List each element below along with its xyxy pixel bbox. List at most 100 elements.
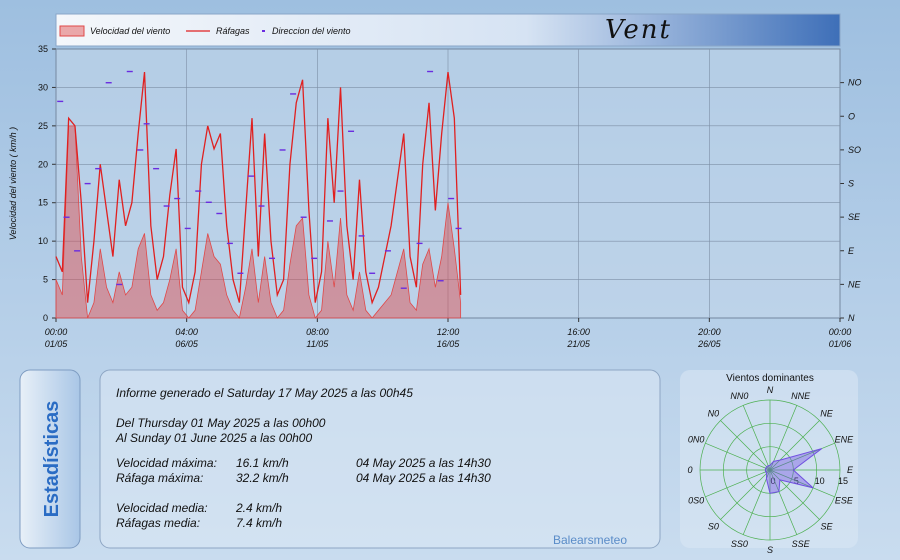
marker bbox=[369, 272, 376, 274]
radar-spoke bbox=[705, 442, 771, 471]
marker bbox=[416, 242, 423, 245]
legend-label: Ráfagas bbox=[216, 26, 250, 36]
radar-category: SE bbox=[821, 522, 834, 532]
y2-tick-label: SE bbox=[848, 212, 861, 222]
marker bbox=[143, 123, 150, 125]
marker bbox=[279, 149, 286, 151]
marker bbox=[84, 182, 91, 185]
x-tick-date: 06/05 bbox=[175, 339, 199, 349]
stats-tab-label: Estadísticas bbox=[41, 401, 63, 518]
y-tick-label: 25 bbox=[38, 121, 48, 131]
marker bbox=[237, 272, 244, 274]
x-tick-label: 04:00 bbox=[175, 327, 198, 337]
radar-spoke bbox=[720, 469, 771, 520]
legend-swatch bbox=[262, 30, 265, 32]
y2-tick-label: S bbox=[848, 179, 854, 189]
radar-category: E bbox=[847, 465, 854, 475]
credit: Balearsmeteo bbox=[553, 533, 627, 547]
radar-category: ESE bbox=[835, 496, 854, 506]
marker bbox=[137, 149, 144, 151]
x-tick-label: 08:00 bbox=[306, 327, 329, 337]
radar-spoke bbox=[742, 469, 771, 535]
y2-tick-label: NO bbox=[848, 78, 862, 88]
radar-area bbox=[764, 448, 823, 494]
radar-spoke bbox=[742, 405, 771, 471]
x-tick-label: 20:00 bbox=[697, 327, 721, 337]
x-tick-date: 26/05 bbox=[697, 339, 722, 349]
radar-category: 0S0 bbox=[688, 496, 704, 506]
y2-tick-label: SO bbox=[848, 145, 861, 155]
report: Informe generado el Saturday 17 May 2025… bbox=[115, 386, 491, 530]
marker bbox=[95, 167, 102, 170]
legend-label: Direccion del viento bbox=[272, 26, 351, 36]
marker bbox=[258, 205, 265, 207]
marker bbox=[205, 201, 212, 203]
y-tick-label: 30 bbox=[38, 82, 48, 92]
radar-title: Vientos dominantes bbox=[726, 373, 814, 384]
report-to: Al Sunday 01 June 2025 a las 00h00 bbox=[115, 431, 312, 445]
radar-category: NN0 bbox=[730, 391, 748, 401]
marker bbox=[247, 175, 254, 177]
report-generated: Informe generado el Saturday 17 May 2025… bbox=[116, 386, 413, 400]
y-tick-label: 0 bbox=[43, 313, 48, 323]
radar-tick-label: 0 bbox=[770, 476, 775, 486]
y-tick-label: 10 bbox=[38, 236, 48, 246]
marker bbox=[455, 227, 462, 230]
radar-spoke bbox=[720, 420, 771, 471]
radar-category: NNE bbox=[791, 391, 811, 401]
y2-tick-label: NE bbox=[848, 279, 861, 289]
radar-category: SS0 bbox=[731, 539, 748, 549]
marker bbox=[400, 287, 407, 289]
marker bbox=[300, 216, 307, 218]
y-tick-label: 35 bbox=[38, 44, 48, 54]
x-tick-label: 16:00 bbox=[567, 327, 590, 337]
radar-category: SSE bbox=[792, 539, 811, 549]
radar-spoke bbox=[769, 405, 798, 471]
marker bbox=[116, 283, 123, 286]
marker bbox=[216, 212, 223, 215]
report-cell: 2.4 km/h bbox=[235, 501, 282, 515]
x-tick-date: 11/05 bbox=[306, 339, 329, 349]
radar-category: S0 bbox=[708, 522, 719, 532]
marker bbox=[163, 205, 170, 207]
report-cell: Velocidad máxima: bbox=[116, 456, 217, 470]
marker bbox=[290, 93, 297, 95]
report-cell: Ráfagas media: bbox=[116, 516, 200, 530]
x-tick-date: 01/06 bbox=[829, 339, 852, 349]
report-cell: 04 May 2025 a las 14h30 bbox=[356, 471, 491, 485]
marker bbox=[358, 235, 365, 237]
radar-category: ENE bbox=[835, 434, 855, 444]
marker bbox=[184, 227, 191, 230]
radar-tick-label: 15 bbox=[838, 476, 848, 486]
stats-tab bbox=[19, 369, 81, 549]
y-tick-label: 20 bbox=[38, 159, 48, 169]
marker bbox=[174, 197, 181, 200]
marker bbox=[348, 130, 355, 132]
marker bbox=[57, 100, 64, 103]
radar-spoke bbox=[769, 442, 835, 471]
report-panel bbox=[99, 369, 661, 549]
radar-category: S bbox=[767, 545, 773, 555]
radar-panel bbox=[680, 370, 858, 548]
radar-spoke bbox=[769, 469, 820, 520]
legend-swatch bbox=[59, 25, 85, 37]
radar-category: N bbox=[767, 385, 774, 395]
y2-tick-label: E bbox=[848, 246, 855, 256]
radar-category: N0 bbox=[708, 408, 720, 418]
x-tick-label: 12:00 bbox=[437, 327, 460, 337]
marker bbox=[326, 220, 333, 222]
marker bbox=[105, 82, 112, 84]
y-tick-label: 15 bbox=[38, 198, 48, 208]
marker bbox=[126, 70, 133, 73]
report-cell: 7.4 km/h bbox=[236, 516, 282, 530]
marker bbox=[74, 250, 81, 252]
radar-tick-label: 10 bbox=[815, 476, 825, 486]
radar-spoke bbox=[705, 469, 771, 498]
legend-label: Velocidad del viento bbox=[90, 26, 170, 36]
radar-category: 0 bbox=[687, 465, 692, 475]
radar-spoke bbox=[769, 469, 835, 498]
marker bbox=[311, 257, 318, 260]
marker bbox=[269, 257, 276, 260]
